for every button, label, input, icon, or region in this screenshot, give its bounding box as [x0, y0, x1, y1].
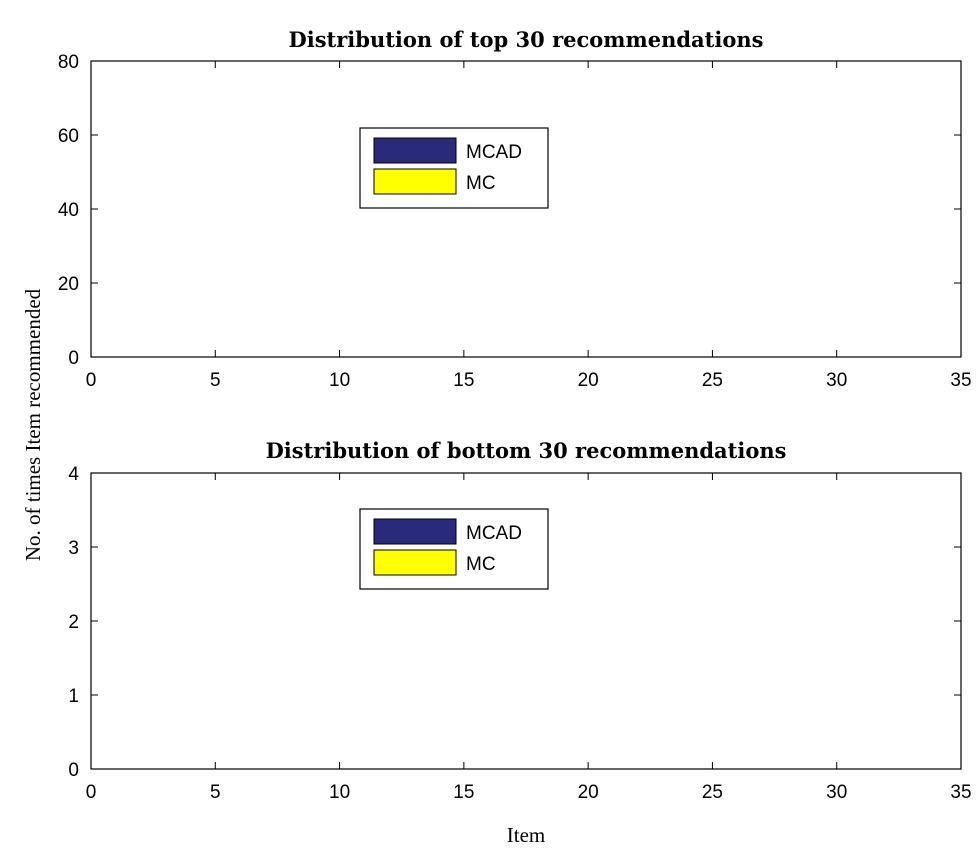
y-tick-label: 3	[68, 538, 79, 559]
x-tick-label: 5	[210, 370, 221, 391]
x-tick-label: 35	[950, 370, 971, 391]
legend-swatch-mc	[373, 168, 457, 195]
x-tick-label: 10	[329, 782, 350, 803]
y-tick-label: 60	[58, 126, 79, 147]
bottom-legend: MCAD MC	[359, 508, 549, 590]
y-tick-label: 4	[68, 464, 79, 485]
x-tick-label: 25	[702, 782, 723, 803]
x-tick-label: 35	[950, 782, 971, 803]
x-tick-label: 25	[702, 370, 723, 391]
x-tick-label: 15	[453, 370, 474, 391]
x-tick-label: 5	[210, 782, 221, 803]
x-tick-label: 30	[826, 782, 847, 803]
x-tick-label: 0	[86, 782, 97, 803]
y-axis-label: No. of times Item recommended	[21, 288, 45, 561]
x-tick-label: 15	[453, 782, 474, 803]
legend-label-mcad: MCAD	[466, 523, 522, 544]
top-panel: Distribution of top 30 recommendations 0…	[58, 27, 972, 391]
x-tick-label: 20	[578, 370, 599, 391]
legend-label-mc: MC	[466, 173, 496, 194]
bottom-panel: Distribution of bottom 30 recommendation…	[68, 438, 971, 847]
legend-swatch-mcad	[373, 518, 457, 545]
x-axis-label: Item	[507, 823, 545, 847]
top-legend: MCAD MC	[359, 127, 549, 209]
top-axes: 0 5 10 15 20 25 30 35 0 20 40 60 80	[58, 52, 972, 391]
legend-label-mc: MC	[466, 554, 496, 575]
y-tick-label: 40	[58, 200, 79, 221]
y-tick-label: 2	[68, 612, 79, 633]
x-tick-label: 10	[329, 370, 350, 391]
plot-area	[91, 61, 961, 357]
x-tick-label: 30	[826, 370, 847, 391]
x-tick-label: 0	[86, 370, 97, 391]
legend-label-mcad: MCAD	[466, 142, 522, 163]
chart-title-top: Distribution of top 30 recommendations	[289, 27, 764, 52]
y-tick-label: 0	[68, 348, 79, 369]
legend-swatch-mcad	[373, 137, 457, 164]
x-tick-label: 20	[578, 782, 599, 803]
chart-title-bottom: Distribution of bottom 30 recommendation…	[266, 438, 787, 463]
y-tick-label: 20	[58, 274, 79, 295]
y-tick-label: 80	[58, 52, 79, 73]
y-tick-label: 0	[68, 760, 79, 781]
y-tick-label: 1	[68, 686, 79, 707]
legend-swatch-mc	[373, 549, 457, 576]
